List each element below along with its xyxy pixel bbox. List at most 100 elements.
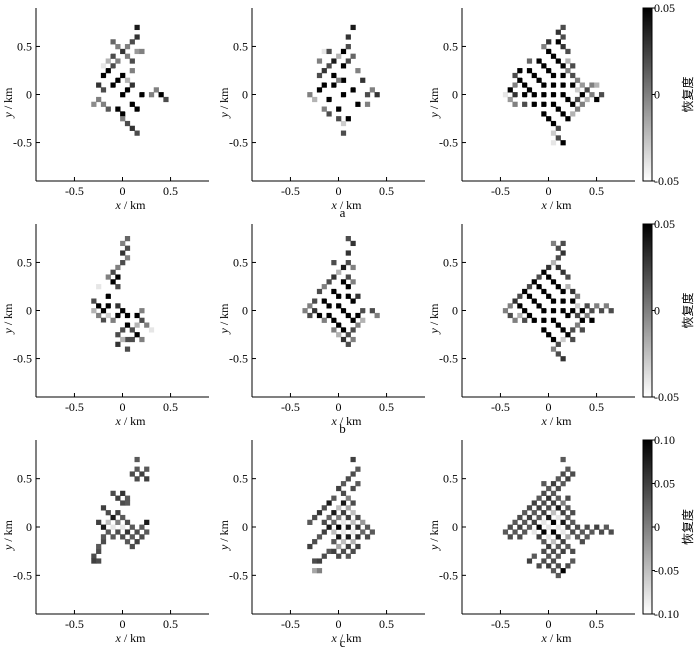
heatmap-cell-m0p25-m0p15 [312, 539, 318, 545]
heatmap-cell-0p05-0 [550, 308, 557, 314]
heatmap-cell-m0p3-0p1 [91, 298, 97, 304]
heatmap-cell-m0p3-0p25 [517, 68, 523, 74]
heatmap-cell-0-0p35 [546, 58, 552, 64]
heatmap-cell-0p15-0p7 [350, 240, 356, 247]
heatmap-cell-0p2-0p15 [565, 293, 571, 299]
heatmap-cell-0p1-m0p05 [345, 96, 351, 103]
heatmap-cell-0p15-m0p2 [560, 111, 566, 117]
panel-label-b: b [339, 421, 346, 436]
heatmap-cell-0p3-m0p05 [574, 312, 581, 319]
heatmap-cell-0-m0p25 [336, 116, 342, 122]
heatmap-cell-0p3-m0p1 [364, 101, 371, 107]
heatmap-cell-0p15-0p6 [134, 466, 140, 472]
heatmap-cell-m0p2-m0p1 [100, 101, 107, 107]
heatmap-cell-0-0p35 [120, 490, 126, 496]
heatmap-cell-m0p3-m0p35 [91, 558, 97, 564]
y-axis-label: y / km [427, 303, 441, 335]
heatmap-cell-0p1-0p1 [129, 82, 135, 88]
heatmap-cell-m0p05-0 [541, 308, 547, 314]
heatmap-cell-m0p15-0p25 [321, 68, 327, 74]
heatmap-cell-0p15-0p1 [560, 82, 566, 88]
colorbar-c: 0.10 0.05 0 -0.05 -0.10 恢复度 [642, 433, 695, 621]
heatmap-cell-0p4-m0p05 [584, 96, 590, 103]
x-tick-label: -0.5 [281, 400, 300, 414]
heatmap-cell-0p1-0 [129, 92, 135, 98]
heatmap-cell-m0p15-m0p15 [321, 106, 327, 112]
heatmap-cell-m0p1-0p4 [110, 269, 116, 275]
subplot-b-1: -0.5 0 0.5 0.5 0 -0.5 x / km y / km [1, 224, 209, 428]
heatmap-cell-0p05-m0p4 [550, 346, 557, 352]
heatmap-cell-m0p05-m0p1 [541, 101, 547, 107]
heatmap-cell-0p15-m0p25 [350, 548, 356, 554]
heatmap-cell-0p2-0p45 [139, 48, 145, 55]
heatmap-cell-0p1-m0p3 [345, 553, 351, 559]
heatmap-cell-0p05-m0p2 [340, 327, 347, 333]
heatmap-cell-0p2-m0p1 [565, 534, 571, 540]
heatmap-cell-m0p3-m0p1 [517, 534, 523, 540]
heatmap-cell-0p05-m0p2 [340, 111, 347, 117]
colorbar-tick-label: -0.10 [654, 607, 679, 621]
heatmap-cell-0p1-0p5 [345, 260, 351, 266]
heatmap-cell-m0p25-0p25 [96, 284, 102, 290]
heatmap-cell-m0p2-0p05 [526, 303, 533, 309]
heatmap-cell-m0p1-m0p2 [326, 111, 332, 117]
heatmap-cell-0p1-0p3 [555, 495, 561, 501]
x-axis-label: x / km [541, 414, 573, 428]
heatmap-cell-m0p05-0p1 [331, 298, 337, 304]
heatmap-cell-0p15-0p05 [350, 519, 356, 525]
heatmap-cell-0p6-0 [603, 524, 609, 530]
heatmap-cell-0p25-m0p15 [144, 322, 150, 328]
x-axis-label: x / km [331, 631, 363, 645]
heatmap-cell-m0p05-0p3 [541, 63, 547, 69]
heatmap-cell-m0p3-0p15 [517, 77, 523, 83]
heatmap-cell-0p2-m0p2 [565, 543, 571, 550]
heatmap-cell-0-0p4 [336, 269, 342, 275]
heatmap-cell-0p45-m0p1 [589, 317, 595, 323]
heatmap-cell-0p05-0p15 [340, 77, 347, 83]
heatmap-cell-m0p05-0p25 [115, 284, 121, 290]
colorbar-tick-label: 0 [654, 304, 660, 318]
heatmap-cell-0p15-m0p5 [560, 356, 566, 362]
heatmap-cell-m0p25-m0p25 [96, 548, 102, 554]
heatmap-cell-0p25-m0p1 [570, 317, 576, 323]
heatmap-cell-0p25-m0p05 [144, 96, 150, 103]
heatmap-cell-0-m0p3 [336, 553, 342, 559]
heatmap-cell-m0p05-0p2 [331, 72, 337, 79]
heatmap-cell-0p15-0p2 [560, 72, 566, 79]
heatmap-cell-0p25-m0p25 [570, 548, 576, 554]
heatmap-cell-0p05-0p65 [124, 245, 131, 251]
heatmap-cell-0p1-0p6 [345, 250, 351, 256]
heatmap-cell-0p1-0p55 [555, 39, 561, 45]
panel-label-a: a [340, 205, 346, 220]
heatmap-cell-m0p15-0 [321, 308, 327, 314]
heatmap-cell-0p2-0 [139, 92, 145, 98]
heatmap-cell-m0p05-0p3 [115, 495, 121, 501]
heatmap-cell-m0p05-0 [541, 92, 547, 98]
heatmap-cell-m0p1-m0p1 [110, 534, 116, 540]
heatmap-cell-0p2-0 [355, 524, 361, 530]
subplot-a-2: -0.5 0 0.5 0.5 0 -0.5 x / km y / km [217, 8, 425, 212]
heatmap-cell-0p1-0p5 [555, 476, 561, 482]
heatmap-cell-m0p25-0p1 [522, 298, 528, 304]
heatmap-cell-0p2-m0p2 [355, 543, 361, 550]
x-tick-label: 0 [120, 400, 126, 414]
heatmap-cell-0-0p05 [546, 87, 552, 93]
heatmap-cell-m0p15-0p05 [105, 303, 111, 309]
heatmap-cell-m0p1-0p55 [110, 39, 116, 45]
heatmap-cell-0p3-0p05 [574, 303, 581, 309]
heatmap-cell-0p3-m0p05 [364, 312, 371, 319]
y-tick-label: 0 [26, 88, 32, 102]
heatmap-cell-0p5-m0p05 [594, 96, 600, 103]
heatmap-cell-0p2-0p15 [565, 77, 571, 83]
heatmap-cell-m0p1-m0p15 [536, 322, 542, 328]
heatmap-cell-0-m0p1 [336, 534, 342, 540]
heatmap-cell-0-0 [546, 524, 552, 530]
y-tick-label: 0.5 [443, 255, 458, 269]
x-axis-label: x / km [541, 631, 573, 645]
heatmap-cell-0p25-m0p2 [570, 327, 576, 333]
heatmap-cell-m0p05-0p45 [541, 481, 547, 487]
heatmap-cell-0p65-m0p05 [608, 529, 614, 535]
heatmap-cell-0p1-0p1 [555, 514, 561, 521]
heatmap-cell-0p2-m0p15 [355, 322, 361, 328]
heatmap-cell-m0p1-0p1 [326, 514, 332, 521]
